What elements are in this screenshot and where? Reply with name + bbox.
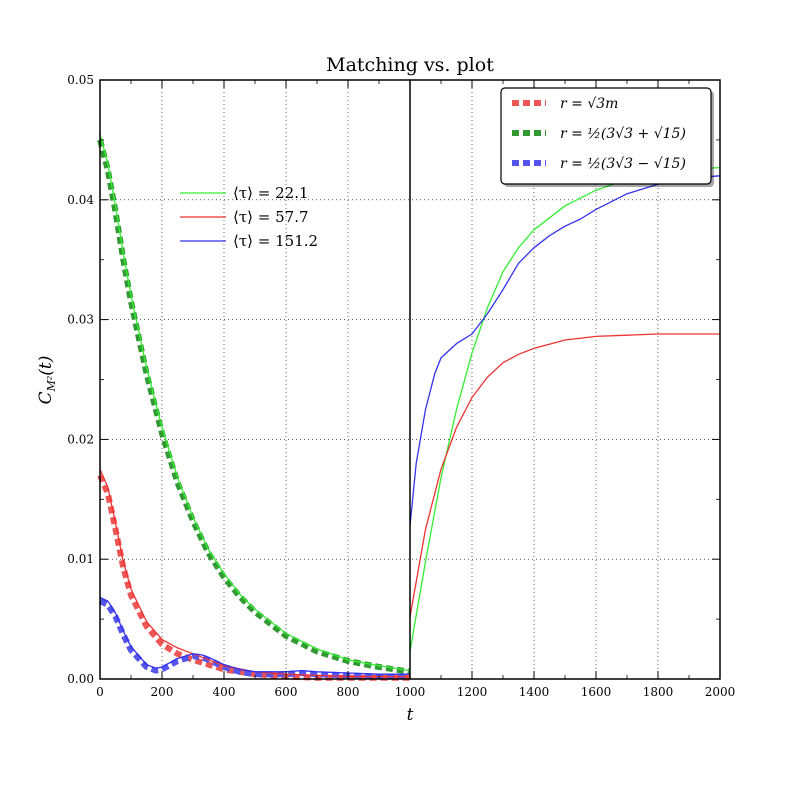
legend-right-label: r = √3m <box>560 96 618 112</box>
x-axis-label: t <box>407 705 414 725</box>
legend-left-label: ⟨τ⟩ = 57.7 <box>233 208 309 226</box>
legend-right-label: r = ½(3√3 − √15) <box>560 156 686 172</box>
legend-right-box <box>500 87 712 185</box>
x-tick-label: 1800 <box>643 685 674 699</box>
legend-left-label: ⟨τ⟩ = 22.1 <box>233 184 309 202</box>
y-tick-label: 0.02 <box>67 432 94 446</box>
x-tick-label: 600 <box>275 685 298 699</box>
series-line-r-3-3-15- <box>98 598 410 680</box>
series-line-r-3-3-15- <box>97 139 411 675</box>
y-tick-label: 0.04 <box>67 193 94 207</box>
y-axis-label-main: C <box>36 391 56 404</box>
x-tick-label: 1600 <box>581 685 612 699</box>
x-tick-label: 1000 <box>395 685 426 699</box>
x-tick-label: 2000 <box>705 685 736 699</box>
series-line-red-right <box>409 333 720 617</box>
grid-lines <box>100 80 720 679</box>
chart-title: Matching vs. plot <box>326 54 494 76</box>
x-tick-label: 1400 <box>519 685 550 699</box>
series-line--57-7 <box>99 469 410 678</box>
y-tick-label: 0.03 <box>67 313 94 327</box>
tick-labels: 0 200 400 600 800 1000 1200 1400 1600 1800 2000 0.0… <box>67 73 735 699</box>
series-line--151-2 <box>99 596 410 675</box>
y-axis-label-suffix: (t) <box>36 356 56 376</box>
series-line-blue-right <box>409 175 721 526</box>
series-line--22-1 <box>99 133 411 672</box>
y-tick-label: 0.05 <box>67 73 94 87</box>
x-tick-label: 1200 <box>457 685 488 699</box>
y-axis-label: CM²(t) <box>36 356 58 405</box>
x-tick-label: 800 <box>337 685 360 699</box>
y-tick-label: 0.01 <box>67 552 94 566</box>
y-tick-label: 0.00 <box>67 672 94 686</box>
x-tick-label: 400 <box>213 685 236 699</box>
legend-right-label: r = ½(3√3 + √15) <box>560 126 686 142</box>
series-line-green-right <box>409 166 721 652</box>
axis-ticks <box>99 79 721 680</box>
x-tick-label: 200 <box>151 685 174 699</box>
y-axis-label-sub: M² <box>45 376 58 393</box>
series-line-r-3m <box>97 474 410 681</box>
series-layer <box>97 133 721 681</box>
legend-right: r = √3m r = ½(3√3 + √15) r = ½(3√3 − √15) <box>500 87 714 187</box>
legend-left: ⟨τ⟩ = 22.1 ⟨τ⟩ = 57.7 ⟨τ⟩ = 151.2 <box>180 184 318 250</box>
x-tick-label: 0 <box>96 685 104 699</box>
legend-left-label: ⟨τ⟩ = 151.2 <box>233 232 318 250</box>
